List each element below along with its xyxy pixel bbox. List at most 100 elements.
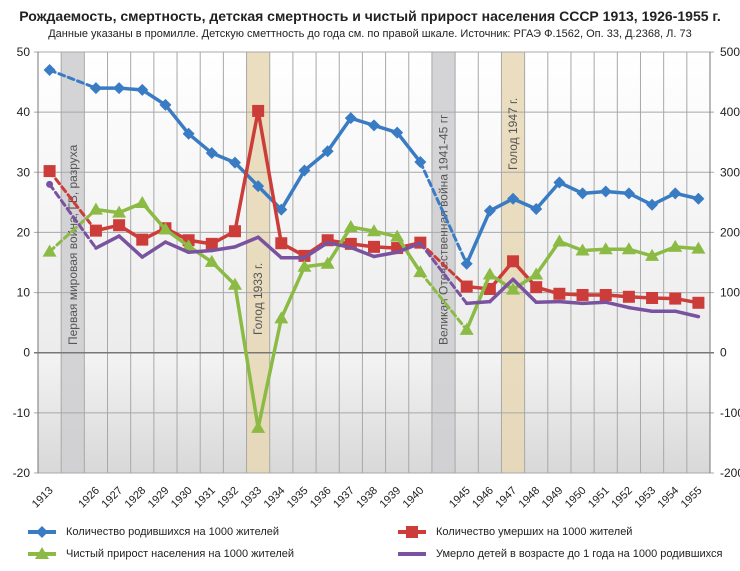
data-point [391, 126, 404, 139]
y-tick-label: 40 [17, 105, 31, 119]
data-point [88, 202, 103, 215]
y2-tick-label: 100 [720, 286, 740, 300]
x-tick-label: 1954 [656, 485, 682, 511]
series-segment [48, 208, 98, 254]
series-segment [534, 180, 562, 211]
annotation-band [246, 52, 270, 473]
data-point [622, 290, 635, 303]
y2-tick-label: -100 [720, 406, 740, 420]
series-segment [673, 309, 701, 319]
data-point [112, 205, 127, 218]
x-tick-label: 1939 [377, 485, 403, 511]
x-tick-label: 1931 [192, 485, 218, 511]
data-point [599, 185, 612, 198]
data-point [274, 311, 289, 324]
data-point [668, 239, 683, 252]
data-point [158, 222, 173, 235]
series-segment [302, 149, 330, 173]
legend-swatch-icon [28, 547, 56, 559]
series-segment [557, 299, 585, 306]
legend-item: Чистый прирост населения на 1000 жителей [26, 547, 294, 561]
series-segment [117, 234, 145, 259]
data-point [553, 176, 566, 189]
x-tick-label: 1929 [146, 485, 172, 511]
data-point [598, 242, 613, 255]
data-point [275, 237, 288, 250]
data-point [136, 83, 149, 96]
series-0 [43, 64, 705, 270]
x-tick-label: 1948 [517, 485, 543, 511]
x-tick-label: 1934 [262, 485, 288, 511]
data-point [298, 164, 311, 177]
y2-tick-label: 500 [720, 45, 740, 59]
data-point [553, 287, 566, 300]
data-point [252, 180, 265, 193]
data-point [321, 145, 334, 158]
series-segment [372, 250, 399, 259]
series-segment [302, 240, 330, 260]
series-segment [140, 88, 168, 107]
legend-marker [35, 547, 49, 559]
annotation-band [431, 52, 456, 473]
data-point [368, 119, 380, 132]
series-segment [603, 300, 631, 310]
x-tick-label: 1933 [238, 485, 264, 511]
y-tick-label: -10 [13, 406, 31, 420]
data-point [530, 202, 543, 215]
series-segment [418, 270, 469, 332]
series-segment [580, 300, 608, 306]
y-tick-label: -20 [13, 466, 31, 480]
data-point [390, 229, 405, 242]
data-point [344, 112, 357, 125]
data-point [599, 288, 612, 301]
data-point [646, 291, 659, 304]
data-point [46, 180, 54, 188]
series-segment [395, 130, 423, 164]
legend-label: Количество родившихся на 1000 жителей [66, 526, 280, 538]
data-point [691, 241, 706, 254]
data-point [42, 244, 57, 257]
data-point [669, 292, 682, 305]
data-point [182, 127, 195, 140]
data-point [552, 234, 567, 247]
legend-item: Количество родившихся на 1000 жителей [26, 525, 279, 539]
annotation-label: Голод 1933 г. [251, 263, 265, 335]
series-segment [163, 240, 191, 255]
legend-marker [36, 526, 48, 538]
data-point [228, 156, 241, 169]
data-point [252, 104, 265, 117]
data-point [159, 98, 172, 111]
x-tick-label: 1930 [169, 485, 195, 511]
legend-marker [406, 526, 418, 538]
series-segment [233, 283, 260, 430]
series-segment [395, 234, 423, 274]
series-2 [42, 195, 706, 433]
series-segment [233, 109, 260, 233]
legend-label: Чистый прирост населения на 1000 жителей [66, 548, 295, 560]
data-point [460, 280, 473, 293]
x-tick-label: 1946 [470, 485, 496, 511]
data-point [367, 224, 381, 237]
legend-swatch-icon [398, 526, 426, 538]
data-point [529, 267, 544, 280]
data-point [113, 82, 126, 95]
data-point [113, 219, 126, 232]
series-segment [325, 240, 353, 250]
series-segment [488, 277, 515, 304]
y2-tick-label: 200 [720, 225, 740, 239]
x-tick-label: 1955 [679, 485, 705, 511]
series-segment [534, 239, 562, 277]
series-segment [349, 245, 376, 259]
legend-label: Умерло детей в возрасте до 1 года на 100… [436, 548, 723, 560]
data-point [459, 322, 474, 335]
data-point [483, 204, 496, 217]
annotation-label: Первая мировая война, ГВ, разруха [66, 144, 80, 345]
data-point [645, 248, 660, 261]
series-segment [48, 169, 98, 233]
x-tick-label: 1945 [447, 485, 473, 511]
data-point [692, 192, 705, 205]
x-tick-label: 1938 [354, 485, 380, 511]
x-tick-label: 1935 [285, 485, 311, 511]
data-point [297, 259, 312, 272]
y-tick-label: 30 [17, 165, 31, 179]
